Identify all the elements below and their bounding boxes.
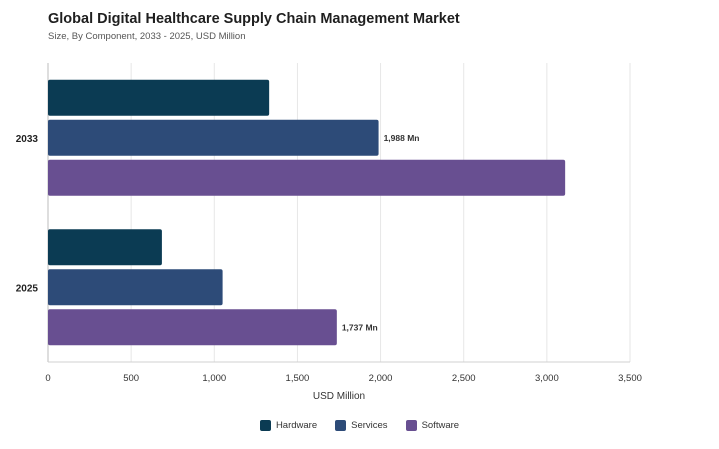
- legend-swatch-hardware: [259, 420, 271, 431]
- x-tick-label: 2,000: [369, 373, 393, 384]
- legend-item-services[interactable]: Services: [335, 420, 388, 431]
- bar-chart: 0 500 1,000 1,500 2,000 2,500 3,000 3,500 1,988 …: [16, 63, 642, 402]
- x-tick-label: 0: [45, 373, 50, 384]
- bar-services-2033: [48, 119, 379, 156]
- legend-label-services: Services: [351, 420, 388, 431]
- bar-software-2033: [48, 159, 566, 196]
- chart-legend: Hardware Services Software: [0, 420, 719, 431]
- x-axis-title: USD Million: [313, 391, 365, 402]
- x-tick-label: 500: [123, 373, 139, 384]
- y-category-label: 2033: [16, 134, 39, 145]
- chart-subtitle: Size, By Component, 2033 - 2025, USD Mil…: [48, 31, 246, 42]
- legend-item-hardware[interactable]: Hardware: [259, 420, 318, 431]
- legend-swatch-software: [405, 420, 417, 431]
- bar-services-2025: [48, 269, 223, 306]
- chart-title: Global Digital Healthcare Supply Chain M…: [48, 11, 460, 27]
- bar-hardware-2025: [48, 229, 162, 266]
- x-tick-label: 1,000: [202, 373, 226, 384]
- legend-swatch-services: [335, 420, 347, 431]
- x-tick-label: 2,500: [452, 373, 476, 384]
- x-tick-label: 1,500: [286, 373, 310, 384]
- bar-hardware-2033: [48, 79, 270, 116]
- legend-label-hardware: Hardware: [275, 420, 318, 431]
- legend-label-software: Software: [421, 420, 460, 431]
- data-label: 1,737 Mn: [342, 322, 378, 332]
- legend-item-software[interactable]: Software: [405, 420, 460, 431]
- data-label: 1,988 Mn: [384, 133, 420, 143]
- x-tick-label: 3,000: [535, 373, 559, 384]
- y-category-label: 2025: [16, 283, 39, 294]
- bar-software-2025: [48, 309, 337, 346]
- x-tick-label: 3,500: [618, 373, 642, 384]
